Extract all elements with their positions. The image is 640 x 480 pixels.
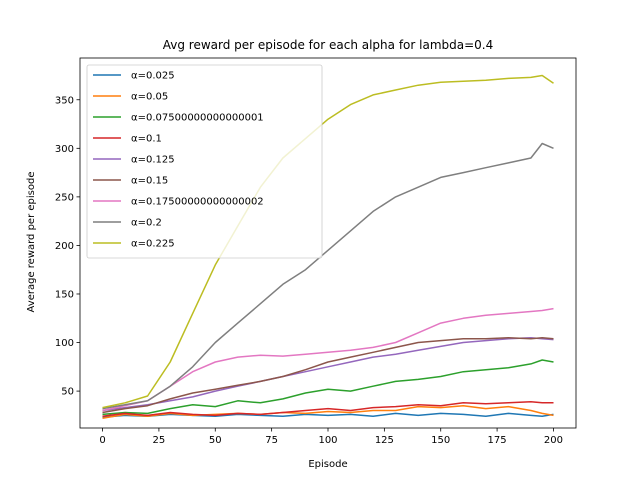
legend-label: α=0.125 (131, 155, 175, 166)
series-line-8 (102, 74, 554, 409)
series-line-2 (102, 359, 554, 416)
series-line-5 (102, 336, 554, 414)
series-line-1 (102, 404, 554, 420)
legend-label: α=0.225 (131, 239, 175, 250)
y-tick-label: 250 (55, 192, 74, 203)
plot-area (102, 74, 554, 420)
y-tick-label: 350 (55, 95, 74, 106)
legend-label: α=0.05 (131, 92, 168, 103)
legend-label: α=0.025 (131, 71, 175, 82)
y-tick-label: 50 (61, 387, 74, 398)
plot-frame (79, 57, 577, 429)
legend-label: α=0.2 (131, 218, 162, 229)
x-tick-label: 0 (99, 435, 105, 446)
series-line-7 (102, 142, 554, 410)
y-tick-label: 150 (55, 289, 74, 300)
y-tick-label: 100 (55, 338, 74, 349)
x-tick-label: 75 (265, 435, 278, 446)
x-tick-label: 25 (153, 435, 166, 446)
legend-label: α=0.07500000000000001 (131, 113, 264, 124)
x-tick-label: 200 (544, 435, 563, 446)
legend-label: α=0.17500000000000002 (131, 197, 264, 208)
series-line-6 (102, 307, 554, 412)
y-axis: 50 100 150 200 250 300 350 (55, 95, 80, 398)
y-axis-title: Average reward per episode (26, 172, 37, 313)
legend: α=0.025 α=0.05 α=0.07500000000000001 α=0.1 α… (86, 64, 323, 259)
x-tick-label: 100 (318, 435, 337, 446)
legend-label: α=0.1 (131, 134, 162, 145)
y-tick-label: 200 (55, 241, 74, 252)
x-axis: 0 25 50 75 100 125 150 175 200 (99, 428, 563, 446)
legend-box (86, 64, 323, 259)
series-line-3 (102, 401, 554, 418)
x-tick-label: 125 (375, 435, 394, 446)
series-line-4 (102, 336, 554, 412)
y-tick-label: 300 (55, 144, 74, 155)
x-tick-label: 50 (209, 435, 222, 446)
x-tick-label: 150 (431, 435, 450, 446)
legend-label: α=0.15 (131, 176, 168, 187)
x-axis-title: Episode (308, 459, 347, 470)
x-tick-label: 175 (488, 435, 507, 446)
chart-title: Avg reward per episode for each alpha fo… (163, 38, 493, 52)
